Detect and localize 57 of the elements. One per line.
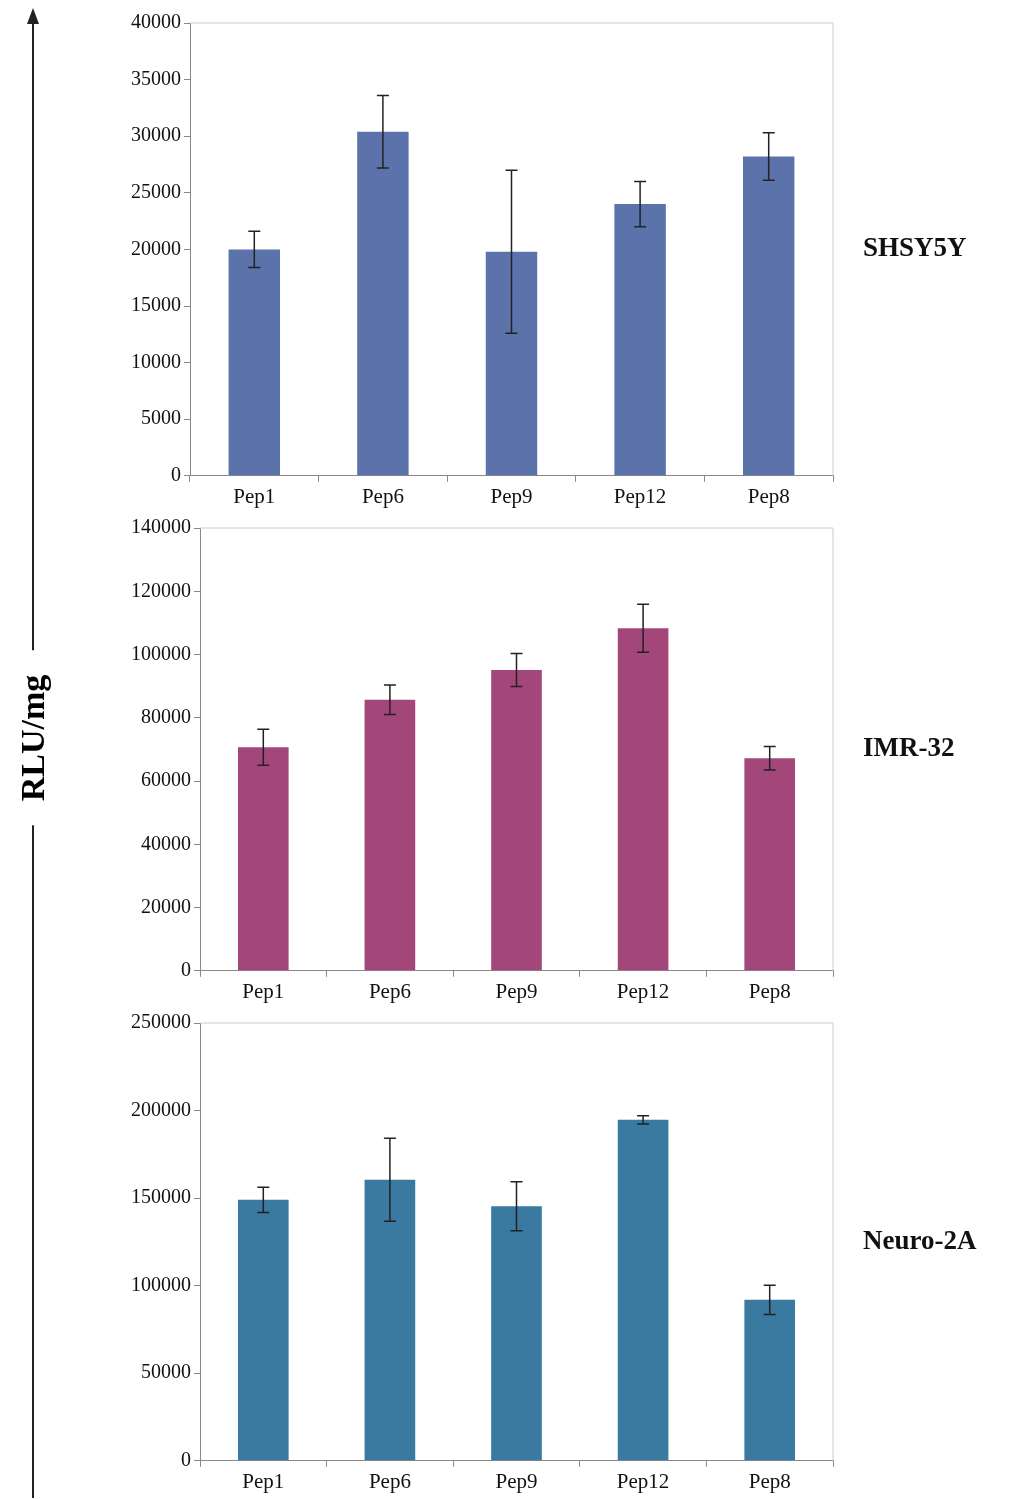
x-tick-label: Pep9 xyxy=(495,978,538,1003)
bar xyxy=(364,1179,416,1461)
x-tick-label: Pep9 xyxy=(490,483,533,508)
x-tick-label: Pep1 xyxy=(242,978,285,1003)
y-tick-label: 100000 xyxy=(131,641,191,664)
bar xyxy=(744,758,796,971)
x-tick-label: Pep1 xyxy=(233,483,276,508)
x-tick-label: Pep9 xyxy=(495,1468,538,1493)
x-tick-label: Pep1 xyxy=(242,1468,285,1493)
y-tick-label: 30000 xyxy=(131,123,181,146)
bar xyxy=(237,1199,289,1461)
y-tick-label: 150000 xyxy=(131,1185,191,1208)
text: IMR-32 xyxy=(863,732,955,763)
bar xyxy=(491,670,542,971)
y-tick-label: 100000 xyxy=(131,1272,191,1295)
bar xyxy=(744,1299,796,1461)
bar xyxy=(364,699,416,971)
y-tick-label: 60000 xyxy=(141,768,191,791)
bar xyxy=(617,1119,669,1461)
x-tick-label: Pep6 xyxy=(368,978,411,1003)
y-tick-label: 140000 xyxy=(131,515,191,538)
x-tick-label: Pep8 xyxy=(748,1468,791,1493)
y-tick-label: 80000 xyxy=(141,705,191,728)
bar xyxy=(237,747,289,971)
y-tick-label: 35000 xyxy=(131,66,181,89)
y-tick-label: 120000 xyxy=(131,578,191,601)
bar xyxy=(617,628,669,971)
x-tick-label: Pep6 xyxy=(368,1468,411,1493)
x-tick-label: Pep8 xyxy=(747,483,790,508)
y-tick-label: 10000 xyxy=(131,349,181,372)
x-tick-label: Pep6 xyxy=(361,483,404,508)
y-tick-label: 0 xyxy=(181,958,191,981)
x-tick-label: Pep12 xyxy=(613,483,667,508)
y-tick-label: 200000 xyxy=(131,1097,191,1120)
y-tick-label: 40000 xyxy=(141,831,191,854)
text: Neuro-2A xyxy=(863,1224,977,1255)
bar xyxy=(614,204,666,476)
y-tick-label: 0 xyxy=(181,1448,191,1471)
y-tick-label: 20000 xyxy=(131,236,181,259)
y-tick-label: 0 xyxy=(171,463,181,486)
bar xyxy=(485,251,538,476)
y-tick-label: 5000 xyxy=(141,406,181,429)
y-tick-label: 25000 xyxy=(131,180,181,203)
y-tick-label: 20000 xyxy=(141,894,191,917)
y-tick-label: 40000 xyxy=(131,10,181,33)
y-tick-label: 50000 xyxy=(141,1360,191,1383)
bar xyxy=(491,1206,542,1461)
y-tick-label: 250000 xyxy=(131,1010,191,1033)
bar xyxy=(228,249,281,476)
x-tick-label: Pep12 xyxy=(616,1468,670,1493)
y-axis-title: RLU/mg xyxy=(14,650,52,826)
x-tick-label: Pep8 xyxy=(748,978,791,1003)
bar xyxy=(357,131,409,476)
x-tick-label: Pep12 xyxy=(616,978,670,1003)
text: SHSY5Y xyxy=(863,232,967,263)
bar xyxy=(742,156,795,476)
y-tick-label: 15000 xyxy=(131,293,181,316)
